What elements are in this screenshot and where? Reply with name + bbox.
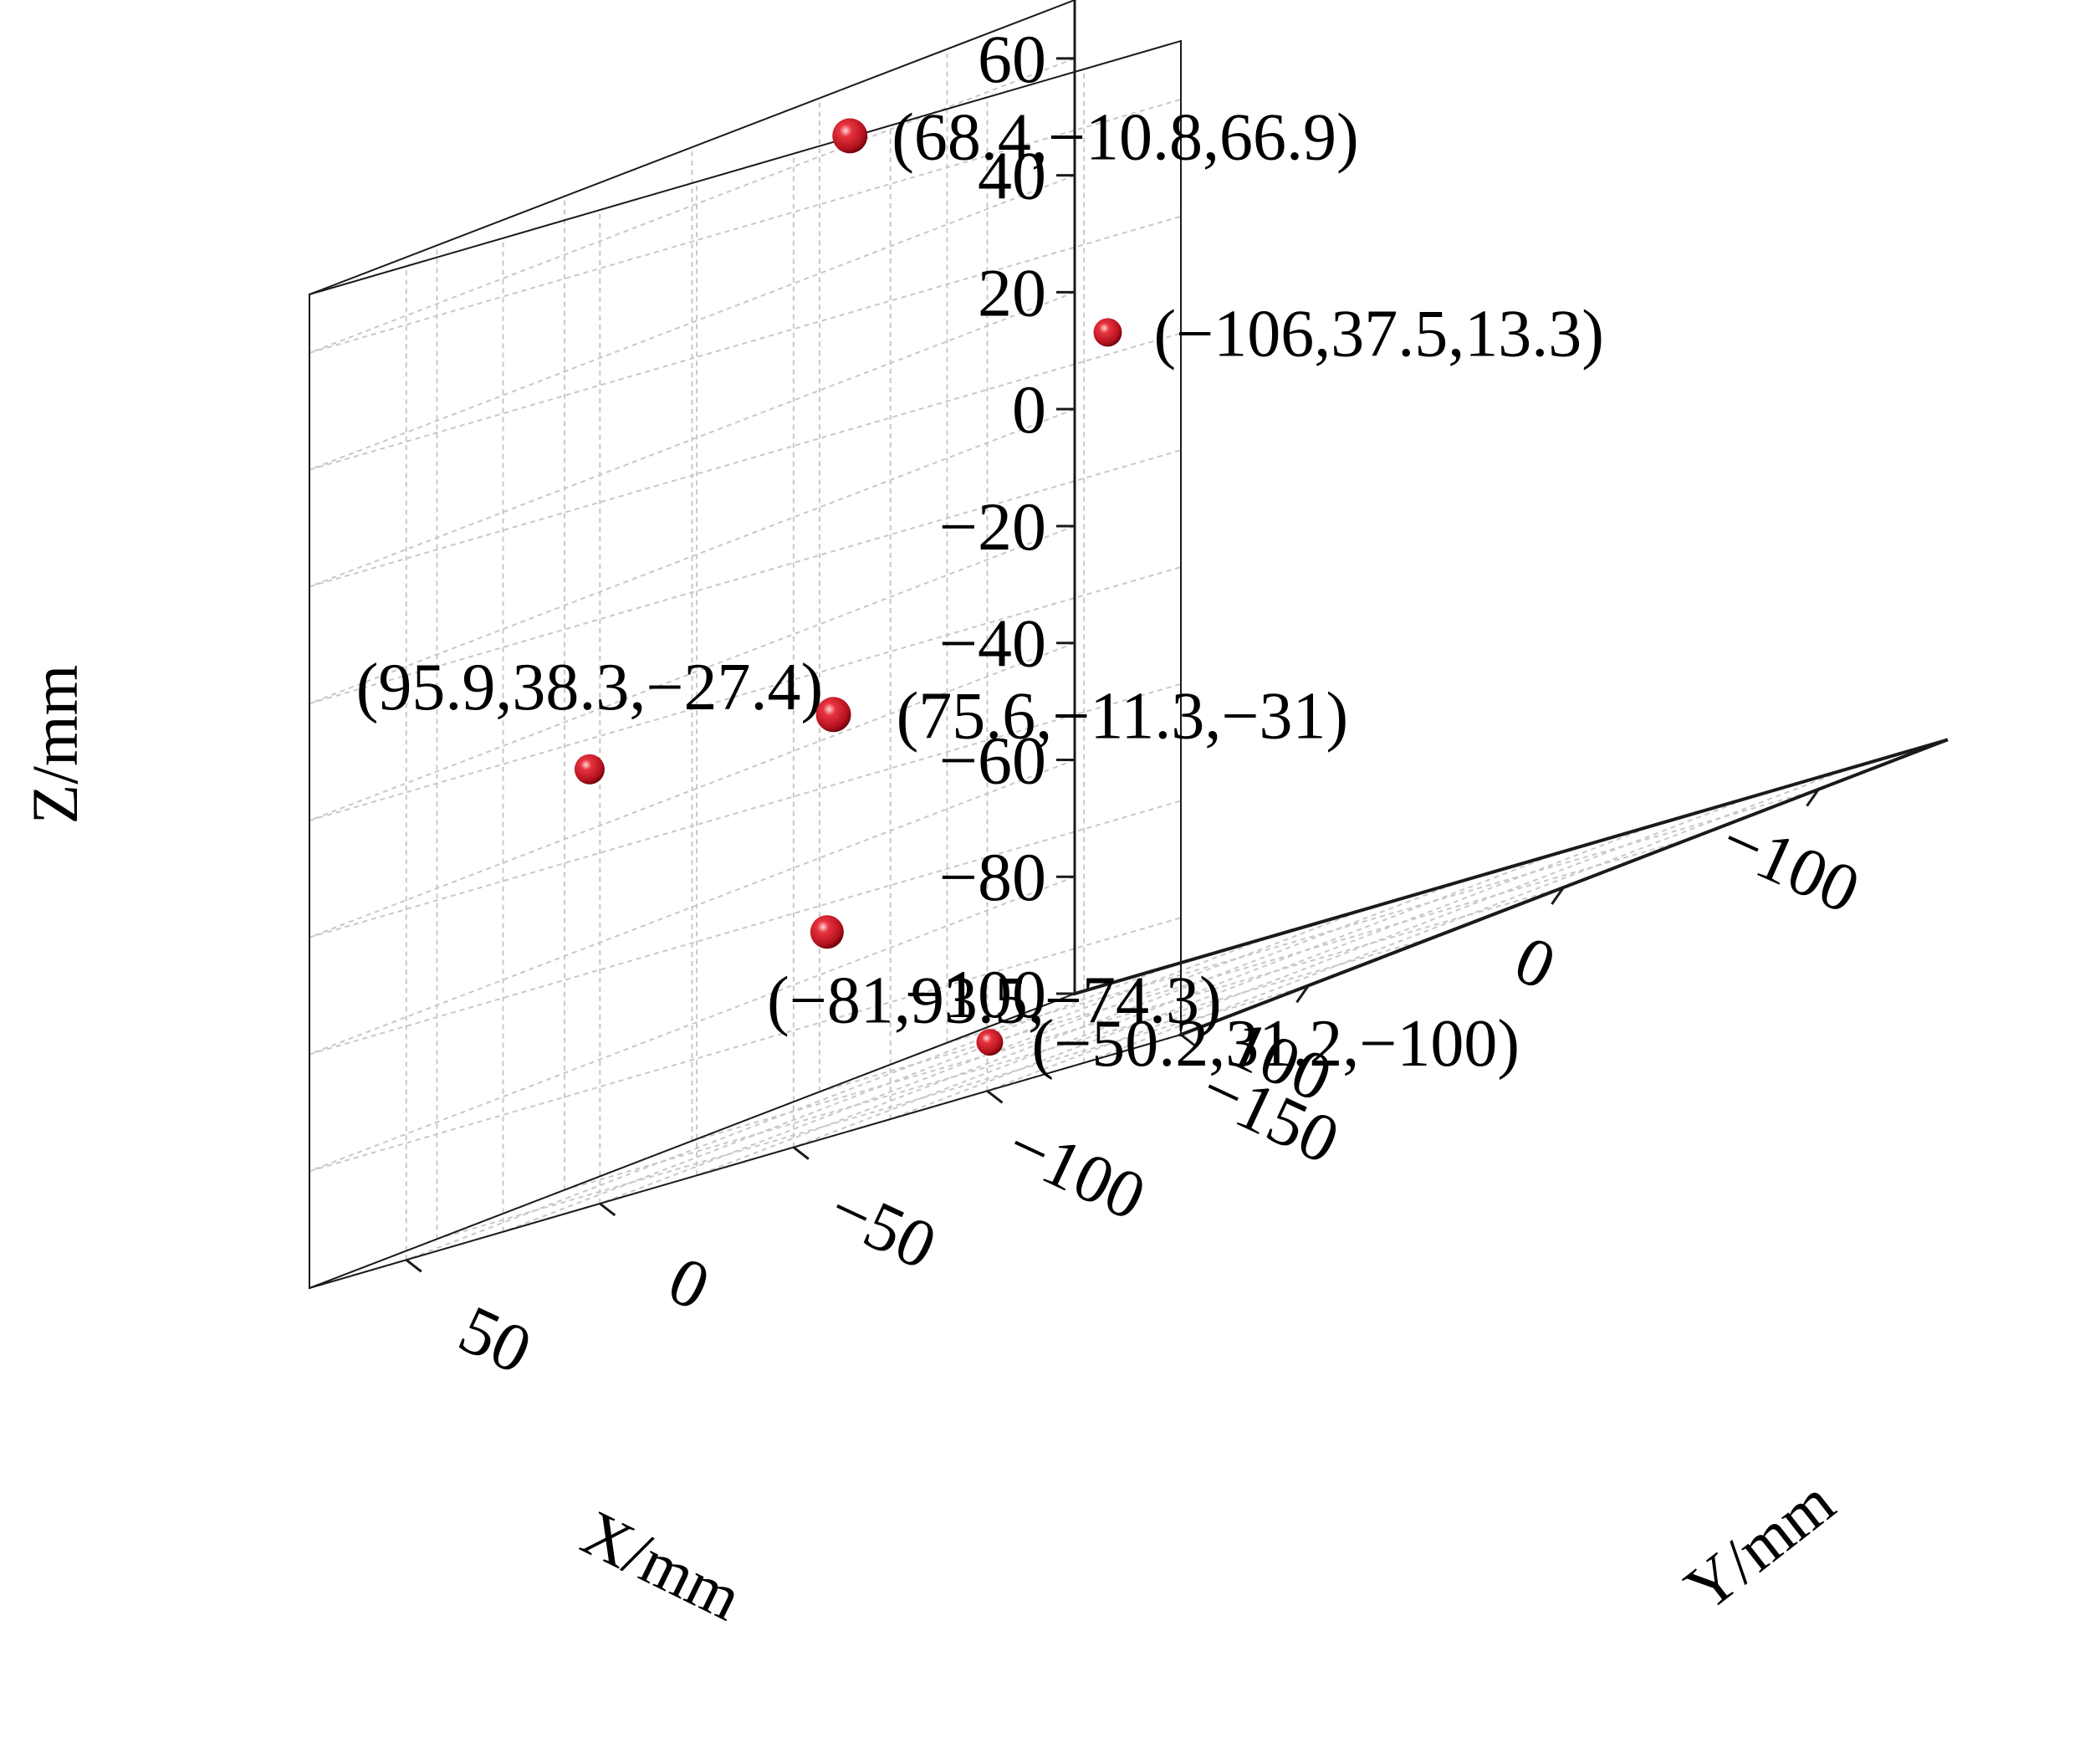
y-axis-title: Y/mm — [1671, 1465, 1847, 1624]
x-tick — [1551, 887, 1565, 905]
grid-line-z — [309, 174, 1076, 471]
z-tick-label: 20 — [978, 254, 1046, 330]
x-axis-title: X/mm — [571, 1496, 753, 1634]
grid-line-x — [819, 837, 1692, 1093]
data-point-marker — [574, 754, 605, 785]
grid-line-y — [1083, 767, 1850, 1064]
z-tick-label: −40 — [939, 606, 1046, 682]
y-tick-label: 50 — [448, 1291, 543, 1388]
axis-frame — [308, 0, 1949, 1290]
grid-line-z — [309, 876, 1076, 1173]
x-axis-line — [1072, 738, 1949, 996]
z-axis-title: Z/mm — [18, 665, 91, 825]
z-tick-label: −60 — [939, 722, 1046, 798]
data-point-marker — [1093, 318, 1122, 347]
grid-line-z — [309, 683, 1182, 938]
z-tick-label: −80 — [939, 839, 1046, 915]
grid-line-y — [696, 880, 1463, 1177]
grid-lines — [309, 0, 1947, 1289]
grid-line-y — [406, 964, 1173, 1261]
grid-line-x — [947, 788, 1819, 1044]
data-point-label: (−106,37.5,13.3) — [1153, 297, 1603, 371]
z-tick-label: −100 — [905, 956, 1046, 1032]
frame-edge — [308, 39, 1183, 296]
x-tick-label: 0 — [1504, 921, 1566, 1005]
z-tick-label: −20 — [939, 488, 1046, 565]
y-tick — [599, 1202, 616, 1217]
frame-edge — [308, 0, 1076, 296]
grid-line-y — [987, 795, 1753, 1092]
data-point-marker — [832, 118, 868, 154]
grid-line-z — [309, 525, 1076, 821]
grid-line-z — [309, 332, 1182, 588]
z-tick-label: 40 — [978, 138, 1046, 214]
frame-edge — [308, 1033, 1183, 1290]
y-tick — [405, 1259, 422, 1273]
grid-line-x — [692, 887, 1564, 1142]
data-point-label: (95.9,38.3,−27.4) — [356, 651, 823, 724]
grid-line-z — [309, 449, 1182, 705]
data-point-marker — [815, 697, 851, 733]
grid-line-y — [599, 908, 1366, 1204]
grid-line-y — [793, 851, 1560, 1148]
grid-line-y — [890, 824, 1657, 1120]
y-tick-label: −50 — [818, 1169, 948, 1284]
data-point-label: (68.4,−10.8,66.9) — [892, 100, 1358, 174]
data-point-marker — [976, 1029, 1004, 1056]
x-tick-label: −100 — [1710, 801, 1871, 928]
z-tick-label: 0 — [1012, 371, 1046, 447]
frame-edge — [308, 992, 1076, 1290]
y-tick-label: −100 — [996, 1106, 1157, 1235]
grid-line-z — [309, 215, 1182, 471]
grid-line-z — [309, 57, 1076, 354]
grid-line-z — [309, 917, 1182, 1173]
data-point-label: (−81,93.5,−74.3) — [767, 964, 1222, 1037]
grid-line-z — [309, 565, 1182, 821]
grid-line-x — [564, 935, 1437, 1191]
data-point-marker — [810, 915, 844, 949]
axis-titles: Z/mm X/mm Y/mm — [18, 665, 1847, 1634]
y-tick — [792, 1146, 810, 1160]
x-tick — [1806, 788, 1820, 807]
grid-line-x — [437, 984, 1309, 1240]
grid-line-y — [503, 936, 1269, 1233]
x-tick — [1295, 984, 1310, 1004]
y-tick — [986, 1090, 1004, 1104]
data-point-label: (75.6,−11.3,−31) — [897, 679, 1349, 753]
y-tick — [1180, 1033, 1197, 1048]
data-points: (68.4,−10.8,66.9) (−106,37.5,13.3) (95.9,3… — [356, 100, 1604, 1081]
z-tick-label: 60 — [978, 21, 1046, 97]
data-point-label: (−50.2,31.2,−100) — [1031, 1007, 1520, 1081]
grid-line-z — [309, 800, 1182, 1056]
y-tick-label: 0 — [657, 1241, 721, 1325]
grid-line-z — [309, 98, 1182, 354]
